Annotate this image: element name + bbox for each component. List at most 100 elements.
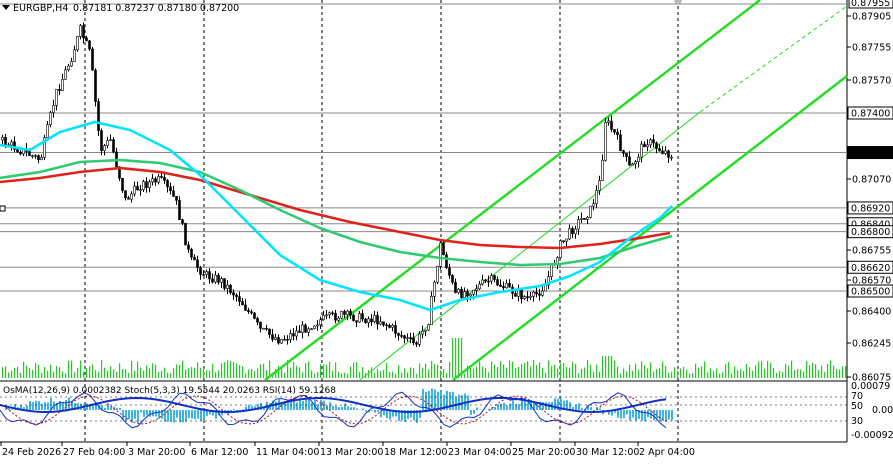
candle-body [569,228,571,238]
candle-body [455,282,457,292]
volume-bar [92,365,93,378]
volume-bar [44,367,45,378]
osma-bar [440,391,442,410]
candle-body [362,314,364,319]
price-marker-label: 0.86920 [851,203,890,214]
osma-bar [29,401,31,410]
candle-body [347,311,349,314]
osma-bar [590,407,592,410]
candle-body [167,180,169,186]
price-marker-label: 0.86500 [851,287,890,298]
volume-bar [56,366,57,378]
candle-body [668,151,670,157]
volume-bar [458,338,459,378]
candle-body [356,321,358,322]
volume-bar [29,368,30,378]
volume-bar [59,367,60,378]
volume-bar [725,364,726,378]
volume-bar [809,365,810,378]
candle-body [143,182,145,190]
volume-bar [584,367,585,378]
volume-bar [212,364,213,378]
volume-bar [671,372,672,378]
volume-bar [791,360,792,378]
volume-bar [845,366,846,378]
candle-body [134,186,136,194]
volume-bar [812,363,813,378]
volume-bar [416,374,417,378]
candle-body [2,137,4,140]
volume-bar [80,361,81,378]
volume-bar [698,368,699,378]
osma-bar [134,410,136,419]
volume-bar [350,366,351,378]
osma-bar [476,408,478,410]
symbol-label[interactable]: EURGBP,H4 [13,3,68,14]
volume-bar [239,365,240,378]
volume-bar [74,372,75,378]
volume-bar [647,368,648,378]
volume-bar [422,368,423,378]
candle-body [155,179,157,182]
candle-body [401,335,403,336]
candle-body [140,190,142,191]
volume-bar [23,362,24,378]
volume-bar [362,367,363,378]
volume-bar [71,360,72,378]
candle-body [653,140,655,143]
level-handle[interactable] [0,206,5,211]
candle-body [254,313,256,318]
price-tick-label: 0.87070 [852,175,891,186]
osma-bar [35,401,37,410]
candle-body [437,266,439,282]
candle-body [617,132,619,135]
volume-bar [641,361,642,378]
candle-body [461,289,463,297]
volume-bar [818,370,819,378]
candle-body [671,157,673,158]
volume-bar [392,372,393,378]
volume-bar [260,364,261,378]
osma-bar [353,407,355,410]
main-chart-area[interactable] [0,0,847,380]
candle-body [92,49,94,70]
candle-body [344,311,346,314]
candle-body [368,319,370,323]
price-marker-label: 0.86800 [851,227,890,238]
osma-bar [518,404,520,410]
candle-body [395,325,397,333]
volume-bar [446,373,447,378]
osma-bar [671,410,673,421]
candle-body [527,297,529,298]
volume-bar [752,371,753,378]
candle-body [608,121,610,122]
osma-bar [431,388,433,410]
osma-bar [668,410,670,420]
candle-body [638,157,640,162]
osma-bar [197,410,199,419]
volume-bar [518,367,519,378]
candle-body [635,162,637,164]
candle-body [473,290,475,294]
volume-bar [338,372,339,378]
volume-bar [788,366,789,378]
volume-bar [668,373,669,378]
osma-bar [338,407,340,410]
candle-body [620,135,622,151]
volume-bar [371,367,372,378]
osma-bar [641,410,643,421]
candle-body [245,305,247,311]
volume-bar [404,368,405,378]
volume-bar [341,373,342,378]
candle-body [149,182,151,188]
volume-bar [692,373,693,378]
candle-body [269,329,271,335]
volume-bar [485,368,486,378]
osma-bar [125,410,127,421]
osma-bar [188,410,190,418]
osma-bar [38,401,40,410]
osma-bar [137,410,139,423]
osma-bar [11,409,13,410]
volume-bar [563,363,564,378]
